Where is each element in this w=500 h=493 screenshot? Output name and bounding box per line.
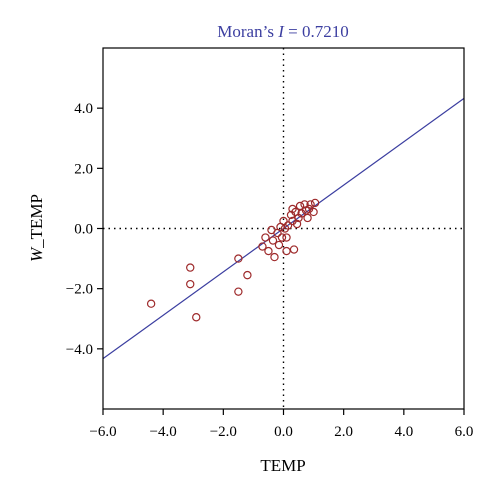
data-point [234,254,243,263]
data-point [279,216,288,226]
y-tick-label: 4.0 [74,101,93,117]
plot-area [102,47,465,410]
svg-text:Moran’s I = 0.7210: Moran’s I = 0.7210 [217,22,348,41]
title-symbol: I [277,22,285,41]
x-tick-label: −4.0 [150,424,177,440]
data-point [146,299,156,308]
data-point [186,279,195,289]
y-tick-label: −2.0 [66,282,93,298]
data-point [282,233,291,242]
data-point [243,270,252,280]
x-tick-label: −6.0 [89,424,116,440]
y-tick-label: 2.0 [74,161,93,177]
data-point [292,219,302,229]
data-point [310,198,320,208]
y-tick-label: 0.0 [74,222,93,238]
data-point [274,240,284,250]
y-axis-label-rest: _TEMP [27,194,46,249]
y-tick-label: −4.0 [66,342,93,358]
data-point [258,242,267,251]
data-point [309,207,318,217]
x-tick-label: 4.0 [394,424,413,440]
x-axis-ticks: −6.0 −4.0 −2.0 0.0 2.0 4.0 6.0 [89,409,473,440]
data-point [277,233,287,242]
data-point [192,313,201,322]
data-point [300,200,309,209]
x-tick-label: −2.0 [210,424,237,440]
data-point [283,221,293,230]
data-point [186,263,195,272]
x-tick-label: 6.0 [455,424,474,440]
data-points [146,198,320,322]
x-tick-label: 2.0 [334,424,353,440]
y-axis-label-italic: W [27,246,46,262]
title-value: = 0.7210 [284,22,349,41]
data-point [282,246,291,256]
title-prefix: Moran’s [217,22,278,41]
chart-title: Moran’s I = 0.7210 [217,22,348,41]
data-point [264,246,273,256]
data-point [268,236,278,245]
y-axis-ticks: −4.0 −2.0 0.0 2.0 4.0 [66,101,103,358]
x-tick-label: 0.0 [274,424,293,440]
data-point [303,213,312,223]
data-point [306,200,315,209]
data-point [234,287,243,296]
y-axis-label: W_TEMP [27,194,46,262]
x-axis-label: TEMP [260,456,305,475]
data-point [270,252,279,262]
data-point [289,245,299,254]
data-point [261,233,270,242]
